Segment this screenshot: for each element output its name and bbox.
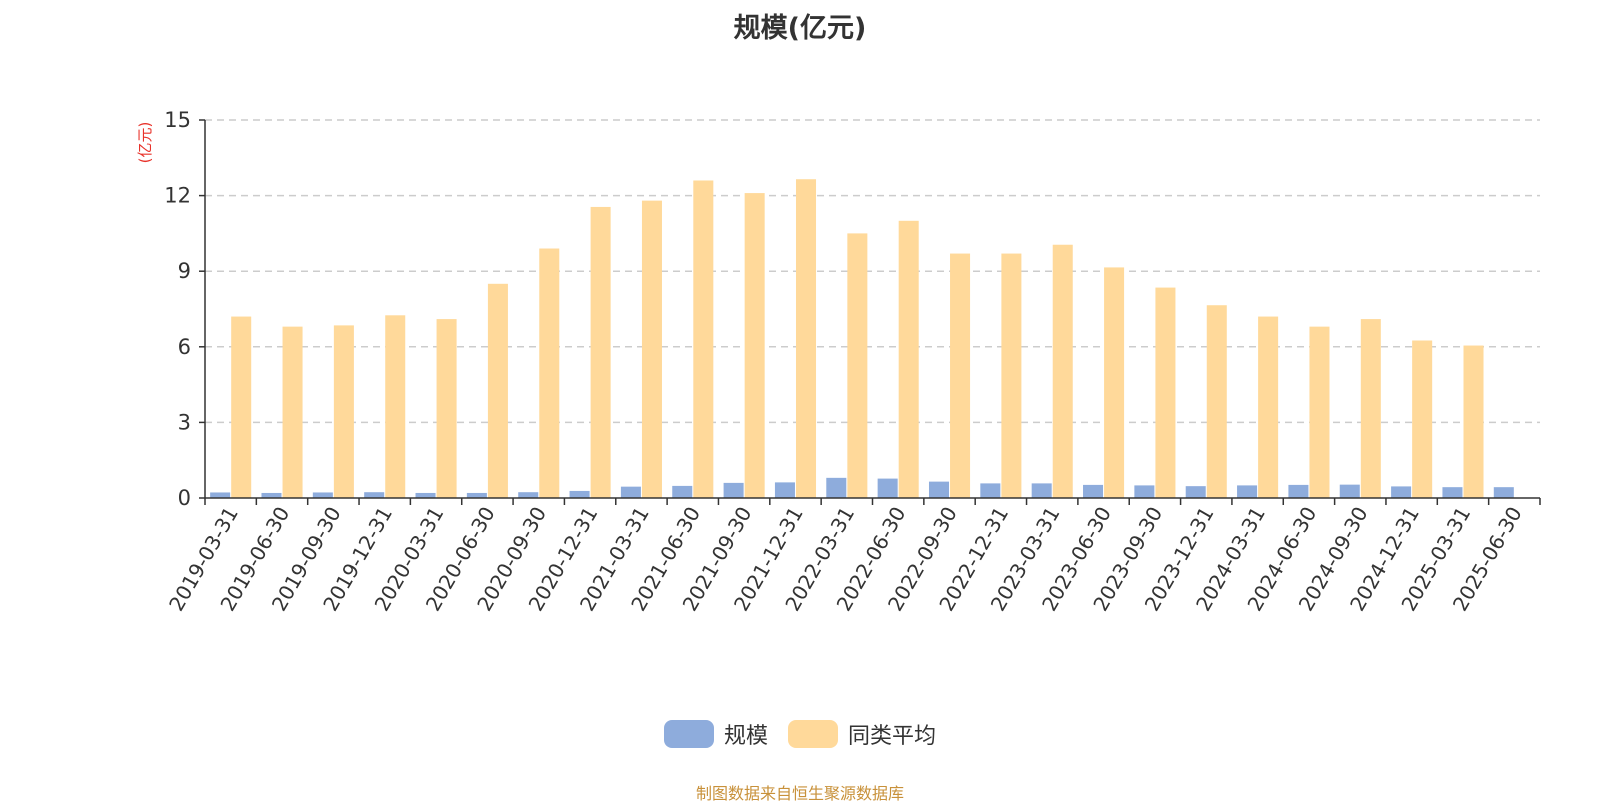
bar-average xyxy=(436,319,457,498)
bar-scale xyxy=(1237,485,1258,498)
bar-scale xyxy=(877,478,898,498)
bar-scale xyxy=(466,492,487,498)
y-tick-label: 6 xyxy=(178,335,191,359)
legend-item-average[interactable]: 同类平均 xyxy=(788,718,936,750)
chart-title: 规模(亿元) xyxy=(733,13,867,44)
bar-average xyxy=(487,283,508,498)
bar-average xyxy=(847,233,868,498)
legend-swatch-scale xyxy=(663,720,714,748)
bar-average xyxy=(744,193,765,498)
bar-average xyxy=(231,316,252,498)
bar-average xyxy=(693,180,714,499)
legend: 规模 同类平均 xyxy=(0,718,1600,750)
bar-average xyxy=(1463,345,1484,498)
bar-average xyxy=(1360,319,1381,498)
y-tick-label: 3 xyxy=(178,410,191,434)
bar-average xyxy=(590,206,611,498)
bar-average xyxy=(1155,287,1176,498)
bar-average xyxy=(795,179,817,498)
bar-average xyxy=(1258,316,1279,498)
bar-scale xyxy=(1493,487,1514,498)
bar-average xyxy=(539,248,560,498)
bar-scale xyxy=(1083,484,1104,498)
bar-scale xyxy=(1339,484,1360,498)
bar-average xyxy=(385,315,406,498)
data-source-note: 制图数据来自恒生聚源数据库 xyxy=(695,784,904,803)
legend-swatch-average xyxy=(788,720,838,748)
legend-label-scale: 规模 xyxy=(723,724,768,749)
bar-scale xyxy=(415,492,436,498)
bar-average xyxy=(1206,305,1227,498)
y-tick-label: 12 xyxy=(164,184,191,208)
bar-scale xyxy=(620,486,641,498)
bar-scale xyxy=(1288,484,1309,498)
bar-scale xyxy=(774,482,795,498)
bar-average xyxy=(282,326,303,498)
bar-average xyxy=(1001,253,1022,498)
bar-average xyxy=(1412,340,1433,498)
bar-scale xyxy=(672,485,693,498)
bar-scale xyxy=(569,490,590,498)
bar-scale xyxy=(980,483,1001,498)
legend-label-average: 同类平均 xyxy=(848,724,937,749)
bar-scale xyxy=(518,492,539,498)
bar-average xyxy=(333,325,354,498)
bar-scale xyxy=(1185,486,1206,498)
y-tick-label: 0 xyxy=(178,486,191,510)
bar-average xyxy=(1309,326,1330,498)
bar-scale xyxy=(826,477,847,498)
grid-lines xyxy=(205,119,1540,424)
bar-scale xyxy=(1442,487,1463,498)
bar-scale xyxy=(928,481,950,498)
bar-scale xyxy=(1134,485,1155,498)
bar-scale xyxy=(210,492,231,498)
bar-scale xyxy=(364,492,385,498)
y-axis-unit-label: (亿元) xyxy=(136,122,154,164)
bar-average xyxy=(1104,267,1125,498)
bar-average xyxy=(1052,244,1073,498)
bar-average xyxy=(898,220,919,499)
bar-scale xyxy=(312,492,333,498)
legend-item-scale[interactable]: 规模 xyxy=(663,718,768,750)
bar-average xyxy=(950,253,971,498)
bar-scale xyxy=(723,482,744,498)
bars xyxy=(210,179,1514,499)
bar-scale xyxy=(1391,486,1412,498)
bar-scale xyxy=(261,492,282,498)
y-tick-label: 9 xyxy=(178,259,191,283)
bar-scale xyxy=(1031,483,1052,498)
bar-average xyxy=(641,200,662,498)
y-tick-label: 15 xyxy=(164,108,191,132)
